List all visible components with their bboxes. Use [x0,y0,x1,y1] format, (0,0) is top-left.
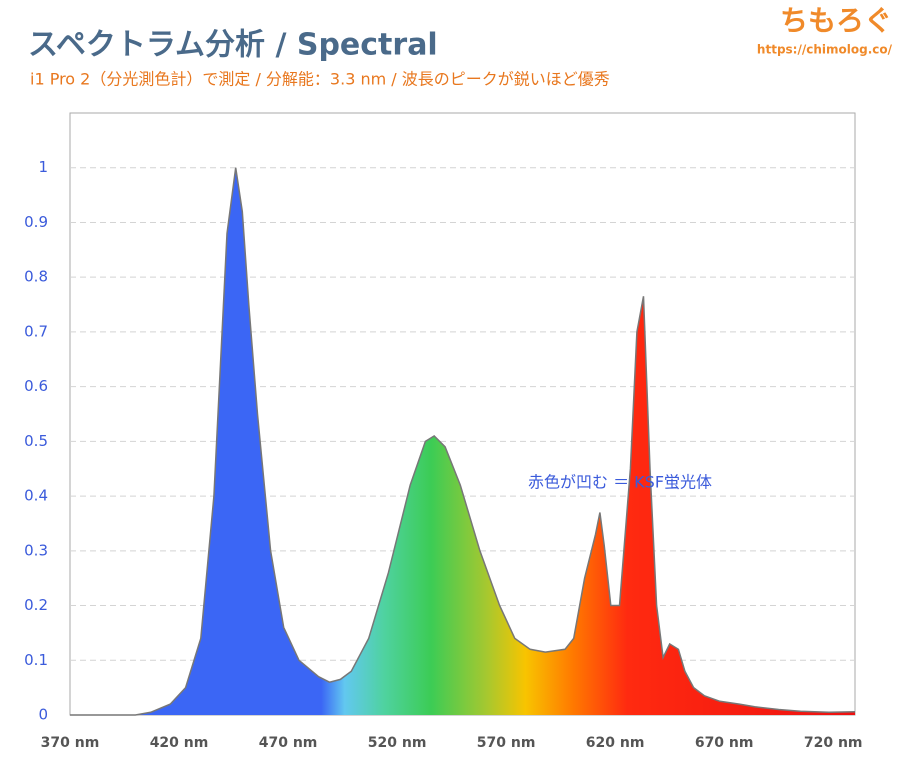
chart-subtitle: i1 Pro 2（分光測色計）で測定 / 分解能：3.3 nm / 波長のピーク… [30,70,610,89]
y-tick-label: 0.4 [24,487,48,505]
x-tick-label: 720 nm [804,735,863,751]
y-tick-label: 0.6 [24,377,48,395]
y-tick-label: 0.5 [24,432,48,450]
y-tick-label: 0.2 [24,596,48,614]
y-tick-label: 0.1 [24,651,48,669]
y-tick-label: 0 [38,706,48,724]
brand-url: https://chimolog.co/ [757,43,893,57]
x-tick-label: 470 nm [259,735,318,751]
x-tick-label: 370 nm [41,735,100,751]
spectrum-line [70,167,856,716]
brand: ちもろぐ [780,4,892,37]
x-tick-label: 520 nm [368,735,427,751]
y-tick-label: 0.3 [24,541,48,559]
y-tick-label: 1 [38,158,48,176]
x-tick-label: 670 nm [695,735,754,751]
x-tick-label: 620 nm [586,735,645,751]
x-tick-label: 570 nm [477,735,536,751]
y-tick-label: 0.7 [24,322,48,340]
annotation: 赤色が凹む ＝ KSF蛍光体 [528,473,712,492]
spectrum-area [70,167,855,715]
x-tick-label: 420 nm [150,735,209,751]
chart-title: スペクトラム分析 / Spectral [28,28,438,63]
y-tick-label: 0.9 [24,213,48,231]
y-tick-label: 0.8 [24,268,48,286]
